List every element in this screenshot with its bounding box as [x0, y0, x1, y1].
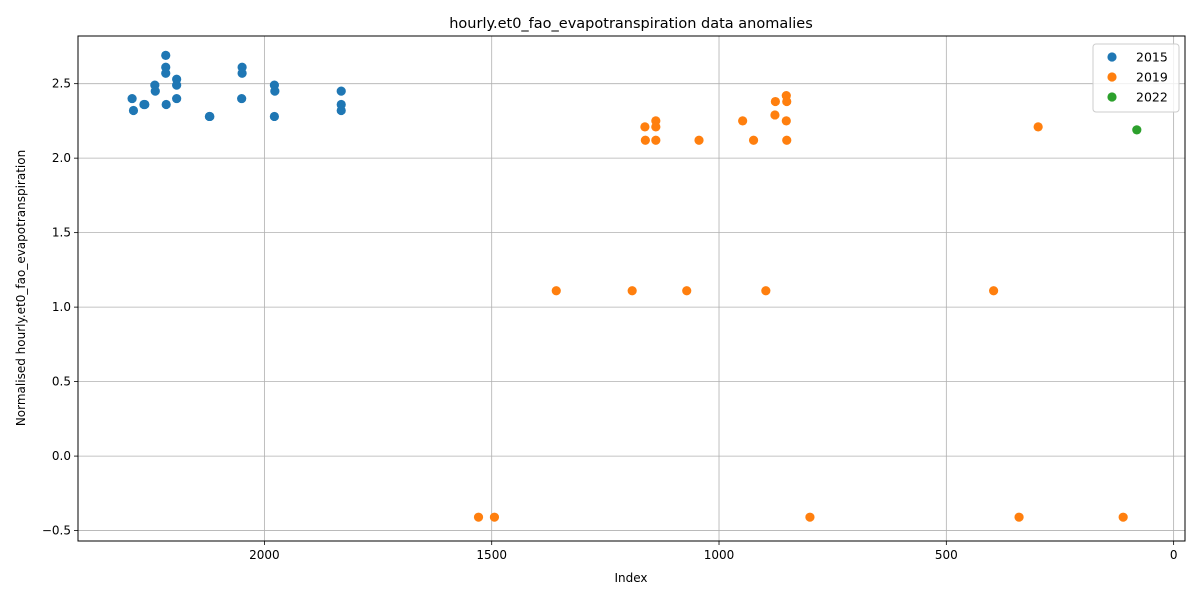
data-point: [237, 68, 247, 78]
data-point: [128, 105, 139, 116]
x-axis-ticks: 2000 1500 1000 500 0: [249, 541, 1177, 562]
data-point: [269, 111, 279, 122]
data-point: [1132, 125, 1142, 135]
data-point: [651, 135, 661, 145]
data-point: [1014, 512, 1024, 522]
data-point: [770, 96, 780, 107]
data-point: [989, 286, 999, 296]
y-axis-label: Normalised hourly.et0_fao_evapotranspira…: [14, 150, 28, 426]
data-point: [127, 93, 137, 104]
legend-marker: [1107, 52, 1117, 62]
data-point: [489, 512, 500, 522]
data-point: [140, 99, 150, 110]
y-axis-ticks: −0.5 0.0 0.5 1.0 1.5 2.0 2.5: [42, 77, 78, 538]
x-tick-label: 500: [935, 548, 958, 562]
data-point: [336, 86, 346, 96]
data-point: [150, 86, 160, 96]
legend-marker: [1107, 92, 1117, 102]
data-point: [172, 93, 182, 104]
x-tick-label: 0: [1170, 548, 1178, 562]
legend-label: 2015: [1136, 50, 1168, 65]
data-point: [738, 116, 748, 126]
series-2022: [1132, 125, 1142, 135]
data-point: [161, 68, 171, 78]
data-point: [782, 96, 792, 107]
data-point: [627, 286, 637, 296]
data-point: [782, 135, 792, 145]
series-2019: [473, 90, 1128, 522]
data-point: [473, 512, 484, 522]
series-2015: [127, 50, 346, 122]
data-point: [205, 111, 215, 122]
data-point: [172, 80, 182, 90]
data-point: [770, 110, 780, 120]
data-point: [270, 86, 280, 96]
data-point: [1118, 512, 1128, 522]
chart-title: hourly.et0_fao_evapotranspiration data a…: [449, 16, 813, 32]
x-tick-label: 1000: [704, 548, 735, 562]
data-point: [161, 50, 171, 60]
x-tick-label: 2000: [249, 548, 280, 562]
legend-label: 2019: [1136, 70, 1168, 85]
data-point: [237, 93, 247, 104]
data-point: [682, 286, 692, 296]
grid: [78, 36, 1185, 541]
data-point: [1033, 122, 1043, 132]
y-tick-label: 0.5: [52, 375, 71, 389]
data-point: [761, 286, 771, 296]
legend: 2015 2019 2022: [1092, 43, 1180, 113]
y-tick-label: 0.0: [52, 449, 71, 463]
data-point: [748, 135, 759, 145]
data-point: [551, 286, 561, 296]
data-point: [640, 135, 650, 145]
data-point: [336, 105, 346, 116]
data-point: [805, 512, 815, 522]
data-point: [161, 99, 171, 110]
data-point: [694, 135, 704, 145]
data-point: [640, 122, 650, 132]
data-points: [127, 50, 1142, 522]
legend-label: 2022: [1136, 90, 1168, 105]
data-point: [651, 122, 661, 132]
x-tick-label: 1500: [476, 548, 507, 562]
x-axis-label: Index: [614, 571, 647, 585]
legend-marker: [1107, 72, 1117, 82]
plot-area-frame: [77, 35, 1186, 542]
y-tick-label: 2.5: [52, 77, 71, 91]
data-point: [781, 116, 791, 126]
y-tick-label: 1.0: [52, 300, 71, 314]
y-tick-label: 2.0: [52, 151, 71, 165]
y-tick-label: −0.5: [42, 524, 71, 538]
y-tick-label: 1.5: [52, 226, 71, 240]
